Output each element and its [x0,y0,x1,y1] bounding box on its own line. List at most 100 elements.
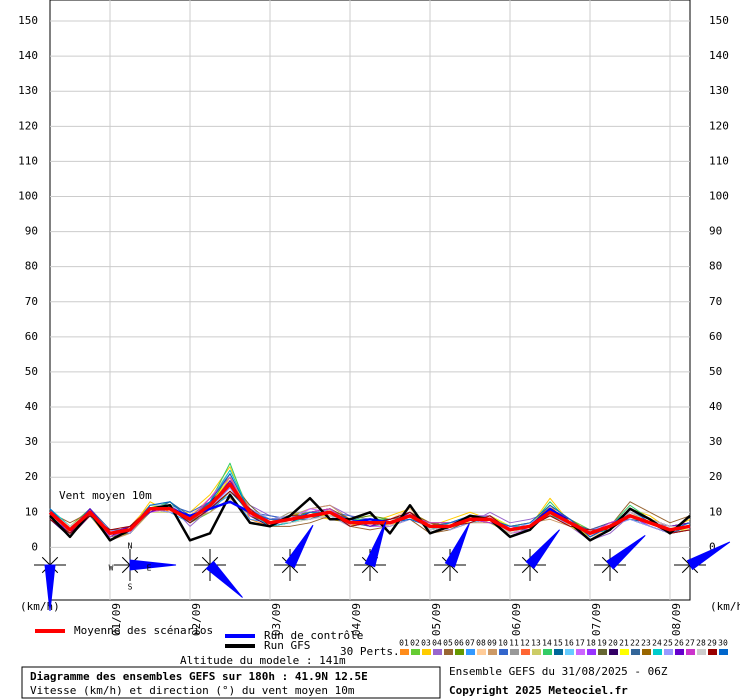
y-tick-label: 0 [709,540,716,553]
legend-swatch [576,649,585,655]
y-tick-label: 90 [709,225,722,238]
legend-swatch [532,649,541,655]
direction-wedge [284,524,314,569]
series-line [48,482,691,536]
compass-cross [121,556,131,566]
legend-label: 06 [454,639,464,648]
legend-label: 02 [410,639,420,648]
legend-swatch [609,649,618,655]
y-unit: (km/h) [20,600,60,613]
y-tick-label: 80 [25,260,38,273]
y-tick-label: 60 [25,330,38,343]
compass-cross [49,556,59,566]
legend-label: 05 [443,639,453,648]
x-tick-label: 07/09 [590,603,603,636]
legend-swatch [675,649,684,655]
direction-wedge [686,541,731,571]
y-tick-label: 20 [25,470,38,483]
legend-label: 26 [674,639,684,648]
legend-label: 28 [696,639,706,648]
legend-label: 24 [652,639,662,648]
legend-label: 27 [685,639,695,648]
legend-label: 22 [630,639,640,648]
y-tick-label: 30 [709,435,722,448]
legend-label: 25 [663,639,673,648]
legend-label: 23 [641,639,651,648]
legend-swatch [620,649,629,655]
x-tick-label: 08/09 [670,603,683,636]
direction-wedge [129,559,177,571]
annotation: Vent moyen 10m [59,489,152,502]
legend-label: 08 [476,639,486,648]
legend-label: 12 [520,639,530,648]
x-tick-label: 05/09 [430,603,443,636]
y-tick-label: 100 [18,189,38,202]
x-tick-label: 06/09 [510,603,523,636]
run-info: Ensemble GEFS du 31/08/2025 - 06Z [449,665,668,678]
legend-swatch [554,649,563,655]
legend-swatch [642,649,651,655]
legend-swatch [697,649,706,655]
legend-swatch [444,649,453,655]
legend-label: 14 [542,639,552,648]
legend-label: 19 [597,639,607,648]
compass-cross [521,564,531,574]
legend-swatch [598,649,607,655]
legend-label: 07 [465,639,475,648]
compass-letter: N [128,542,133,551]
plot-frame [49,0,691,601]
y-tick-label: 120 [709,119,729,132]
legend-label: 03 [421,639,431,648]
y-tick-label: 110 [18,154,38,167]
legend-label: 15 [553,639,563,648]
legend-swatch [411,649,420,655]
legend-swatch [455,649,464,655]
legend-swatch [422,649,431,655]
legend-label: 01 [399,639,409,648]
title-box [21,666,441,699]
legend-swatch [433,649,442,655]
y-tick-label: 70 [709,295,722,308]
copyright: Copyright 2025 Meteociel.fr [449,684,628,697]
compass-letter: E [147,564,152,573]
chart-title: Diagramme des ensembles GEFS sur 180h : … [30,670,368,683]
legend-swatch [477,649,486,655]
legend-swatch [565,649,574,655]
legend-label: 18 [586,639,596,648]
compass-letter: S [128,583,133,592]
direction-wedge [44,564,56,612]
y-tick-label: 120 [18,119,38,132]
direction-wedge [525,529,560,569]
legend-swatch [587,649,596,655]
legend-label: Moyenne des scénarios [74,624,213,637]
compass-cross [201,556,211,566]
compass-cross [441,564,451,574]
compass-cross [121,564,131,574]
legend-swatch [686,649,695,655]
legend-label: 11 [509,639,519,648]
compass-cross [601,564,611,574]
y-tick-label: 50 [709,365,722,378]
legend-label: 30 [718,639,728,648]
legend-label: 17 [575,639,585,648]
direction-wedge [444,523,470,568]
compass-letter: W [109,564,114,573]
legend-label: 13 [531,639,541,648]
legend-label: Run de contrôle [264,629,363,642]
y-tick-label: 110 [709,154,729,167]
y-tick-label: 90 [25,225,38,238]
y-tick-label: 70 [25,295,38,308]
compass-cross [41,556,51,566]
compass-cross [369,564,379,574]
direction-wedge [205,560,243,598]
y-unit: (km/h) [710,600,740,613]
legend-label: 16 [564,639,574,648]
y-tick-label: 20 [709,470,722,483]
legend-swatch [521,649,530,655]
legend-label: 09 [487,639,497,648]
legend-label: 29 [707,639,717,648]
x-tick-label: 02/09 [190,603,203,636]
y-tick-label: 50 [25,365,38,378]
compass-cross [361,564,371,574]
